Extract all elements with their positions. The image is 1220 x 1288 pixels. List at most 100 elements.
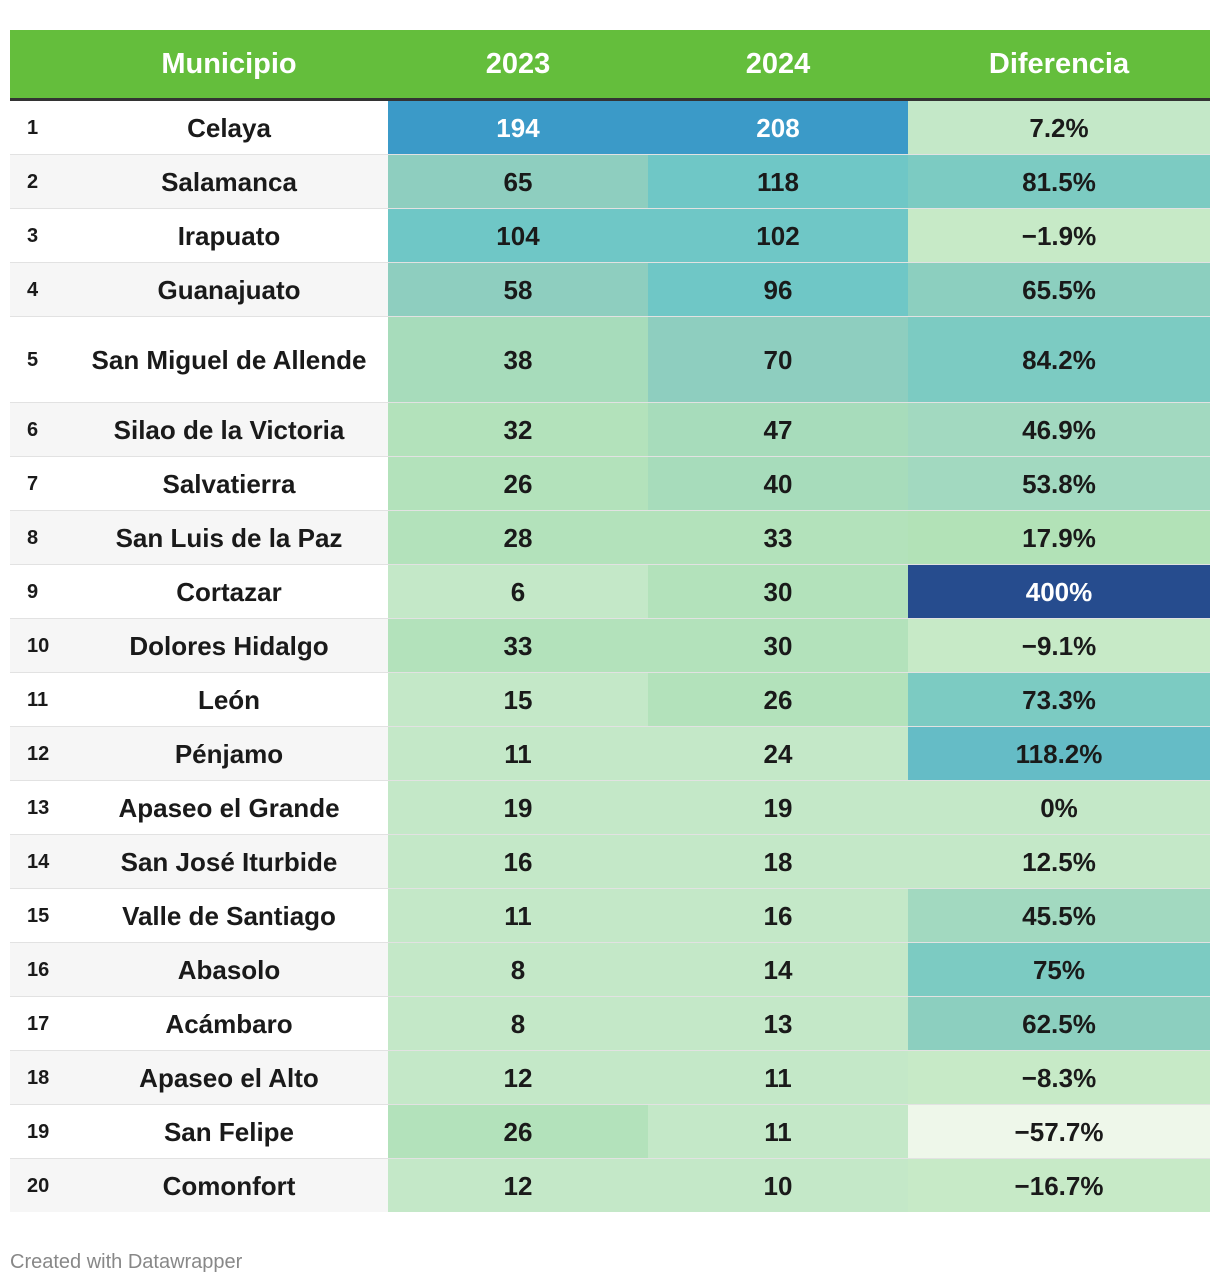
table-row: 14 San José Iturbide 16 18 12.5%: [10, 835, 1210, 889]
municipio-cell: San Miguel de Allende: [91, 344, 367, 375]
value-2024-cell: 13: [648, 997, 908, 1050]
value-2023-cell: 33: [388, 619, 648, 672]
rank-cell: 8: [10, 511, 70, 564]
value-2023-cell: 16: [388, 835, 648, 888]
table-row: 12 Pénjamo 11 24 118.2%: [10, 727, 1210, 781]
municipio-cell: Celaya: [187, 112, 271, 143]
value-2024-cell: 18: [648, 835, 908, 888]
footer-credit: Created with Datawrapper: [10, 1251, 243, 1273]
table-row: 10 Dolores Hidalgo 33 30 −9.1%: [10, 619, 1210, 673]
diferencia-cell: 75%: [908, 943, 1210, 996]
diferencia-cell: −1.9%: [908, 209, 1210, 262]
rank-cell: 9: [27, 580, 39, 603]
table-row: 7 Salvatierra 26 40 53.8%: [10, 457, 1210, 511]
value-2023-cell: 11: [388, 727, 648, 780]
value-2024-cell: 19: [648, 781, 908, 834]
diferencia-cell: 73.3%: [908, 673, 1210, 726]
data-table: Municipio 2023 2024 Diferencia 1 Celaya 19…: [10, 30, 1210, 1212]
rank-cell: 12: [10, 727, 70, 780]
value-2024-cell: 208: [648, 101, 908, 154]
diferencia-cell: 53.8%: [908, 457, 1210, 510]
municipio-cell: San Luis de la Paz: [70, 511, 388, 564]
table-row: 6 Silao de la Victoria 32 47 46.9%: [10, 403, 1210, 457]
municipio-cell: Irapuato: [177, 220, 281, 251]
municipio-cell: Cortazar: [176, 576, 282, 607]
diferencia-cell: −57.7%: [908, 1105, 1210, 1158]
diferencia-cell: 12.5%: [908, 835, 1210, 888]
value-2024-cell: 24: [648, 727, 908, 780]
table-row: 20 Comonfort 12 10 −16.7%: [10, 1159, 1210, 1212]
value-2024-cell: 30: [648, 619, 908, 672]
value-2023-cell: 11: [388, 889, 648, 942]
municipio-cell: Valle de Santiago: [122, 900, 336, 931]
table-row: 11 León 15 26 73.3%: [10, 673, 1210, 727]
municipio-cell: Silao de la Victoria: [70, 403, 388, 456]
diferencia-cell: 62.5%: [908, 997, 1210, 1050]
value-2024-cell: 16: [648, 889, 908, 942]
diferencia-cell: 118.2%: [908, 727, 1210, 780]
rank-cell: 5: [27, 348, 39, 371]
value-2023-cell: 38: [388, 317, 648, 402]
rank-cell: 7: [27, 472, 39, 495]
value-2023-cell: 26: [388, 457, 648, 510]
table-row: 1 Celaya 194 208 7.2%: [10, 101, 1210, 155]
value-2023-cell: 58: [388, 263, 648, 316]
header-rank[interactable]: [10, 30, 70, 98]
value-2024-cell: 10: [648, 1159, 908, 1212]
rank-cell: 17: [27, 1012, 50, 1035]
header-2024[interactable]: 2024: [745, 47, 811, 80]
rank-cell: 14: [10, 835, 70, 888]
value-2023-cell: 26: [388, 1105, 648, 1158]
value-2023-cell: 8: [388, 997, 648, 1050]
value-2024-cell: 47: [648, 403, 908, 456]
value-2023-cell: 15: [388, 673, 648, 726]
rank-cell: 2: [10, 155, 70, 208]
municipio-cell: Salamanca: [70, 155, 388, 208]
rank-cell: 18: [10, 1051, 70, 1104]
table-row: 18 Apaseo el Alto 12 11 −8.3%: [10, 1051, 1210, 1105]
table-row: 5 San Miguel de Allende 38 70 84.2%: [10, 317, 1210, 403]
rank-cell: 15: [27, 904, 50, 927]
value-2023-cell: 32: [388, 403, 648, 456]
header-municipio[interactable]: Municipio: [161, 47, 297, 80]
table-body: 1 Celaya 194 208 7.2% 2 Salamanca 65 118 81.5% 3 Ir…: [10, 101, 1210, 1212]
value-2024-cell: 11: [648, 1105, 908, 1158]
municipio-cell: Apaseo el Alto: [70, 1051, 388, 1104]
municipio-cell: Abasolo: [70, 943, 388, 996]
rank-cell: 3: [27, 224, 39, 247]
table-row: 4 Guanajuato 58 96 65.5%: [10, 263, 1210, 317]
value-2023-cell: 104: [388, 209, 648, 262]
diferencia-cell: 46.9%: [908, 403, 1210, 456]
table-row: 15 Valle de Santiago 11 16 45.5%: [10, 889, 1210, 943]
value-2024-cell: 96: [648, 263, 908, 316]
header-2023[interactable]: 2023: [485, 47, 551, 80]
rank-cell: 20: [10, 1159, 70, 1212]
value-2024-cell: 26: [648, 673, 908, 726]
rank-cell: 6: [10, 403, 70, 456]
value-2023-cell: 8: [388, 943, 648, 996]
value-2024-cell: 70: [648, 317, 908, 402]
municipio-cell: Dolores Hidalgo: [70, 619, 388, 672]
rank-cell: 11: [27, 688, 49, 711]
value-2024-cell: 40: [648, 457, 908, 510]
value-2023-cell: 28: [388, 511, 648, 564]
diferencia-cell: 81.5%: [908, 155, 1210, 208]
table-row: 8 San Luis de la Paz 28 33 17.9%: [10, 511, 1210, 565]
value-2023-cell: 19: [388, 781, 648, 834]
value-2023-cell: 12: [388, 1159, 648, 1212]
municipio-cell: Apaseo el Grande: [118, 792, 340, 823]
header-diferencia[interactable]: Diferencia: [988, 47, 1130, 80]
value-2024-cell: 102: [648, 209, 908, 262]
municipio-cell: Comonfort: [70, 1159, 388, 1212]
table-row: 19 San Felipe 26 11 −57.7%: [10, 1105, 1210, 1159]
municipio-cell: Salvatierra: [162, 468, 296, 499]
value-2023-cell: 12: [388, 1051, 648, 1104]
rank-cell: 19: [27, 1120, 50, 1143]
value-2023-cell: 194: [388, 101, 648, 154]
diferencia-cell: 65.5%: [908, 263, 1210, 316]
diferencia-cell: 7.2%: [908, 101, 1210, 154]
diferencia-cell: 84.2%: [908, 317, 1210, 402]
rank-cell: 16: [10, 943, 70, 996]
table-row: 3 Irapuato 104 102 −1.9%: [10, 209, 1210, 263]
value-2023-cell: 65: [388, 155, 648, 208]
